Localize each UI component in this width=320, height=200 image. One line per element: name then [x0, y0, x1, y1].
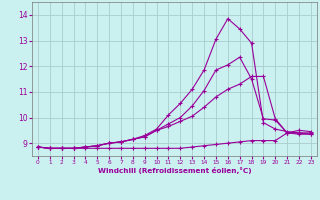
X-axis label: Windchill (Refroidissement éolien,°C): Windchill (Refroidissement éolien,°C): [98, 167, 251, 174]
